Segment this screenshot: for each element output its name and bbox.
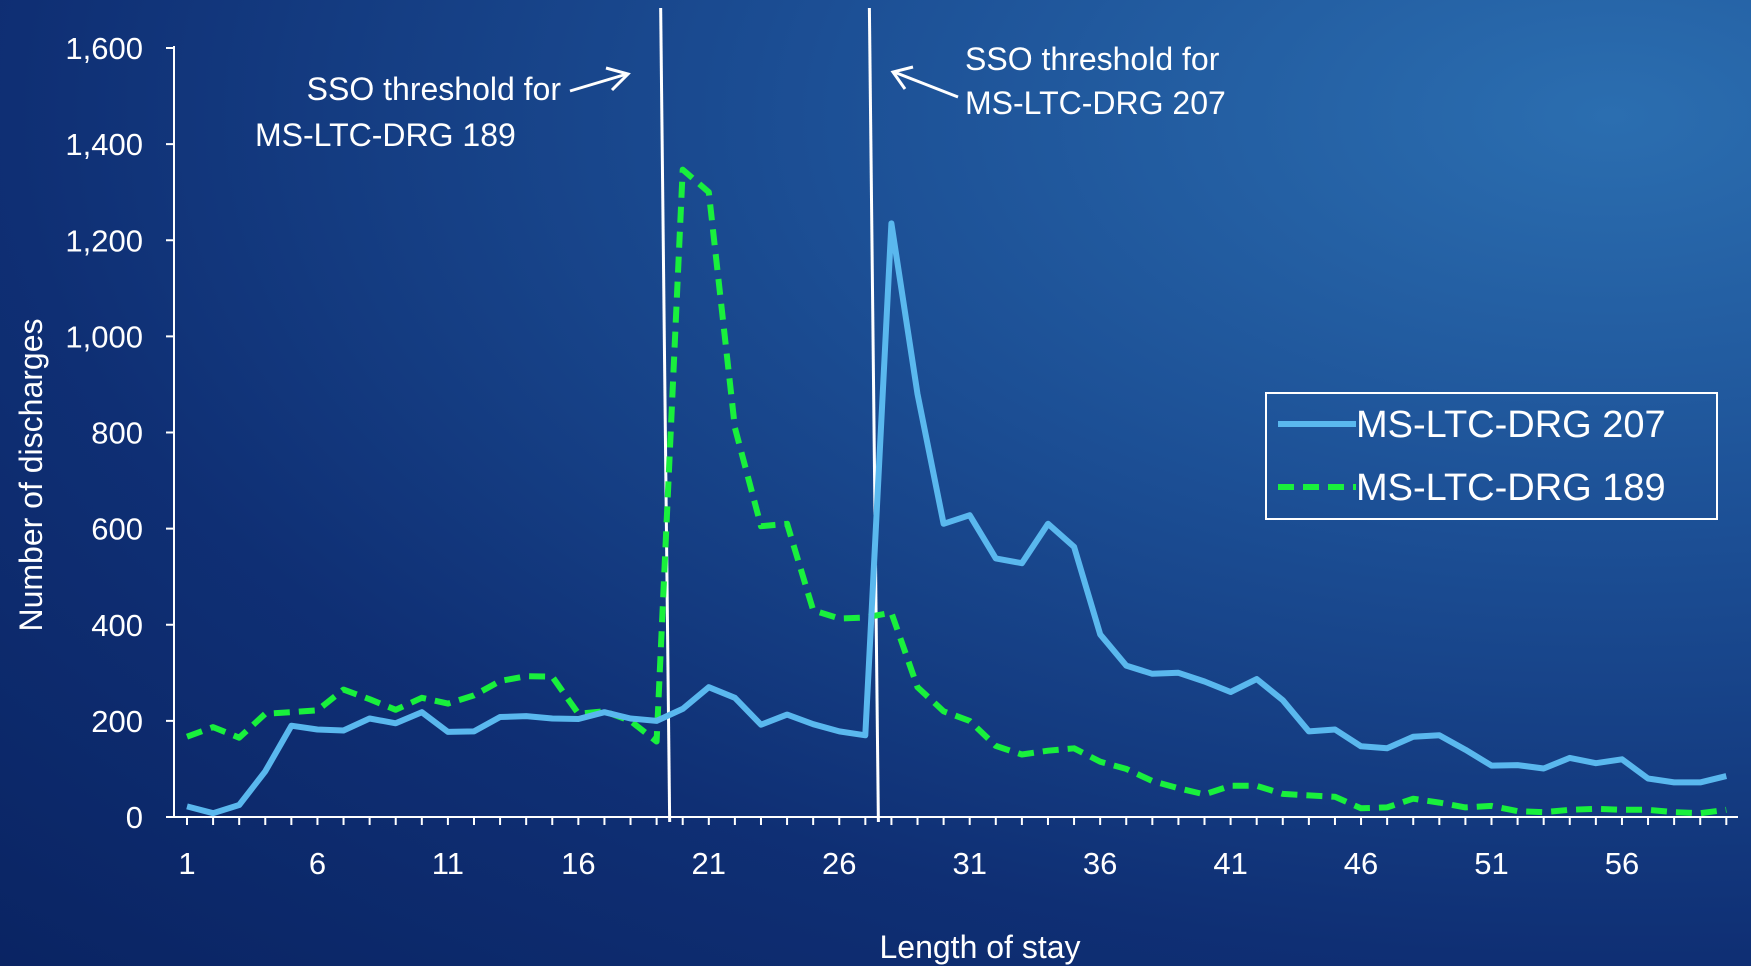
x-tick-label: 1 — [178, 846, 195, 881]
x-tick-label: 56 — [1605, 846, 1639, 881]
x-tick-label: 36 — [1083, 846, 1117, 881]
x-axis-title: Length of stay — [879, 929, 1080, 965]
x-tick-label: 11 — [432, 846, 464, 881]
x-tick-label: 46 — [1344, 846, 1378, 881]
threshold-layer — [659, 7, 880, 823]
threshold-line-0 — [659, 7, 672, 823]
x-tick-label: 26 — [822, 846, 856, 881]
y-tick-label: 1,400 — [65, 127, 143, 162]
x-tick-layer: 1 6 11 16 21 26 31 36 41 46 51 56 — [178, 817, 1728, 881]
annotation-189: SSO threshold for MS-LTC-DRG 189 — [255, 66, 631, 153]
annotation-207: SSO threshold for MS-LTC-DRG 207 — [890, 41, 1226, 121]
annotation-207-arrow — [890, 65, 959, 99]
y-tick-label: 800 — [91, 416, 143, 451]
x-tick-label: 16 — [561, 846, 595, 881]
x-tick-label: 6 — [309, 846, 326, 881]
legend-label-189: MS-LTC-DRG 189 — [1356, 467, 1666, 509]
series-line-0 — [186, 220, 1728, 817]
legend: MS-LTC-DRG 207 MS-LTC-DRG 189 — [1265, 392, 1718, 520]
y-tick-label: 200 — [91, 704, 143, 739]
x-tick-label: 41 — [1213, 846, 1247, 881]
annotation-207-line2: MS-LTC-DRG 207 — [965, 85, 1226, 121]
annotation-189-line2: MS-LTC-DRG 189 — [255, 117, 516, 153]
series-line-1 — [185, 166, 1727, 817]
annotation-189-line1: SSO threshold for — [307, 71, 562, 107]
annotation-189-arrow — [569, 66, 631, 93]
x-tick-label: 31 — [952, 846, 986, 881]
annotation-207-line1: SSO threshold for — [965, 41, 1220, 77]
threshold-line-1 — [867, 7, 880, 823]
series-layer — [185, 166, 1728, 817]
y-tick-label: 1,200 — [65, 223, 143, 258]
legend-box — [1265, 392, 1718, 520]
x-tick-label: 21 — [692, 846, 726, 881]
y-tick-layer: 0 200 400 600 800 1,000 1,200 1,400 1,600 — [65, 31, 174, 835]
legend-label-207: MS-LTC-DRG 207 — [1356, 404, 1666, 446]
x-tick-label: 51 — [1474, 846, 1508, 881]
y-tick-label: 400 — [91, 608, 143, 643]
y-tick-label: 1,600 — [65, 31, 143, 66]
y-tick-label: 1,000 — [65, 319, 143, 354]
y-axis-title: Number of discharges — [13, 318, 49, 631]
y-tick-label: 0 — [126, 800, 143, 835]
y-tick-label: 600 — [91, 512, 143, 547]
